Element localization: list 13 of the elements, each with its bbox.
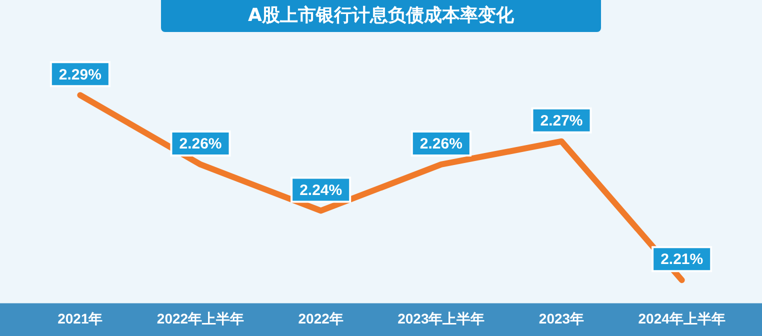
chart-title: A股上市银行计息负债成本率变化 bbox=[161, 0, 601, 32]
x-tick-label: 2023年上半年 bbox=[398, 310, 485, 326]
data-label: 2.26% bbox=[179, 136, 222, 153]
x-tick-label: 2024年上半年 bbox=[638, 310, 726, 326]
x-tick-label: 2023年 bbox=[538, 310, 584, 326]
data-label: 2.26% bbox=[420, 136, 462, 153]
data-label: 2.24% bbox=[300, 182, 342, 199]
data-label: 2.29% bbox=[58, 66, 102, 84]
x-tick-label: 2021年 bbox=[58, 310, 103, 326]
data-label: 2.21% bbox=[660, 251, 704, 268]
x-tick-label: 2022年 bbox=[298, 310, 344, 326]
data-label: 2.27% bbox=[540, 112, 583, 130]
x-tick-label: 2022年上半年 bbox=[156, 310, 244, 326]
